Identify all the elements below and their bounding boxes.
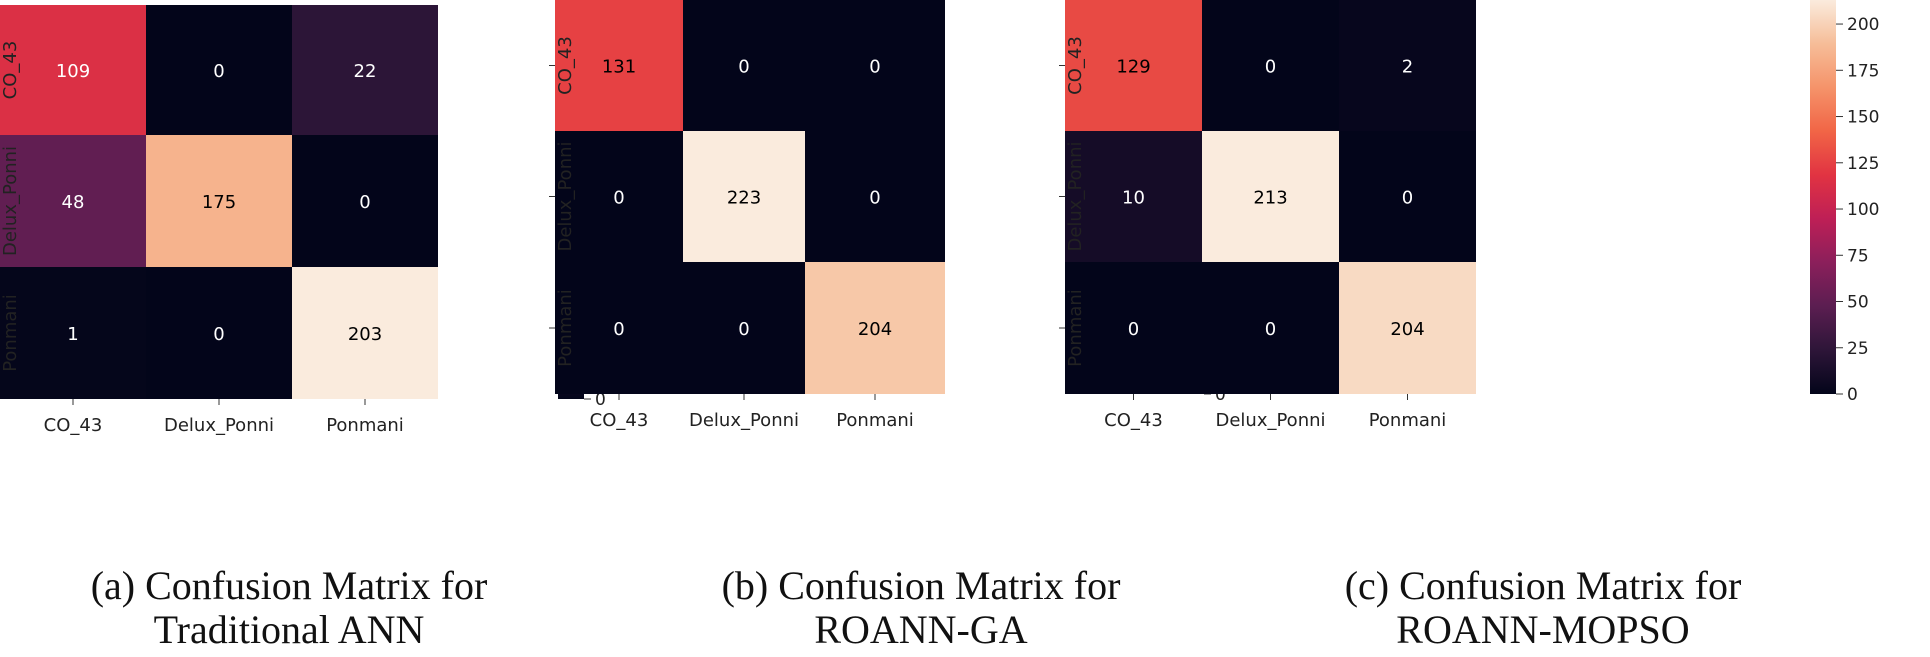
cell-a-0-0 [0, 5, 146, 135]
cell-a-1-0 [0, 135, 146, 267]
xtick-label-c-1: Delux_Ponni [1215, 410, 1325, 431]
cell-label-c-2-2: 204 [1390, 319, 1424, 340]
caption-c-line2: ROANN-MOPSO [1396, 607, 1690, 652]
cell-b-1-0 [555, 131, 683, 262]
cell-c-1-2 [1339, 131, 1476, 262]
cell-label-b-0-1: 0 [738, 57, 749, 78]
cell-a-2-1 [146, 267, 292, 399]
cell-c-0-2 [1339, 0, 1476, 131]
cell-label-a-0-2: 22 [354, 61, 377, 82]
cell-label-a-2-1: 0 [213, 324, 224, 345]
cell-label-b-1-2: 0 [869, 188, 880, 209]
colorbar-label-b-0: 0 [1215, 385, 1226, 405]
xtick-label-a-0: CO_43 [44, 415, 103, 436]
ytick-label-c-2: Ponmani [1065, 289, 1086, 367]
colorbar-label-c-7: 175 [1847, 61, 1879, 81]
colorbar-label-c-4: 100 [1847, 200, 1879, 220]
cell-label-a-1-0: 48 [62, 192, 85, 213]
cell-c-1-0 [1065, 131, 1202, 262]
cell-label-a-1-2: 0 [359, 192, 370, 213]
xtick-label-a-2: Ponmani [326, 415, 404, 436]
caption-b-line2: ROANN-GA [814, 607, 1028, 652]
cell-b-2-1 [683, 262, 805, 394]
caption-a-line2: Traditional ANN [153, 607, 425, 652]
caption-b-line1: (b) Confusion Matrix for [721, 563, 1121, 608]
xtick-label-b-2: Ponmani [836, 410, 914, 431]
colorbar-label-c-5: 125 [1847, 154, 1879, 174]
colorbar-c [1810, 0, 1836, 394]
cell-label-b-0-0: 131 [602, 57, 636, 78]
cell-b-0-1 [683, 0, 805, 131]
cell-b-0-2 [805, 0, 945, 131]
heatmap-c: 129 0 2 10 213 0 0 0 204 CO_43 Delux_Ponni Ponmani C… [1059, 0, 1879, 431]
cell-label-a-0-1: 0 [213, 61, 224, 82]
colorbar-label-c-1: 25 [1847, 339, 1869, 359]
cell-b-1-2 [805, 131, 945, 262]
cell-label-c-2-1: 0 [1265, 319, 1276, 340]
cell-c-1-1 [1202, 131, 1339, 262]
ytick-label-b-0: CO_43 [555, 36, 576, 95]
cell-label-b-1-0: 0 [613, 188, 624, 209]
cell-label-a-2-2: 203 [348, 324, 382, 345]
cell-b-2-2 [805, 262, 945, 394]
xtick-label-a-1: Delux_Ponni [164, 415, 274, 436]
caption-b: (b) Confusion Matrix for ROANN-GA [621, 564, 1221, 652]
cell-a-0-1 [146, 5, 292, 135]
colorbar-label-c-6: 150 [1847, 108, 1879, 128]
cell-label-c-1-0: 10 [1122, 188, 1145, 209]
cell-c-0-1 [1202, 0, 1339, 131]
ytick-label-b-2: Ponmani [555, 289, 576, 367]
ytick-label-a-0: CO_43 [0, 41, 21, 100]
cell-label-a-1-1: 175 [202, 192, 236, 213]
cell-label-c-2-0: 0 [1128, 319, 1139, 340]
caption-c-line1: (c) Confusion Matrix for [1344, 563, 1742, 608]
cell-label-c-0-1: 0 [1265, 57, 1276, 78]
xtick-label-b-0: CO_43 [590, 410, 649, 431]
xtick-label-c-0: CO_43 [1104, 410, 1163, 431]
colorbar-label-c-0: 0 [1847, 385, 1858, 405]
cell-label-b-2-1: 0 [738, 319, 749, 340]
heatmap-a: 109 0 22 48 175 0 1 0 203 CO_43 Delux_Ponni Ponmani… [0, 2, 627, 436]
ytick-label-a-2: Ponmani [0, 294, 21, 372]
caption-c: (c) Confusion Matrix for ROANN-MOPSO [1243, 564, 1843, 652]
cell-label-b-1-1: 223 [727, 188, 761, 209]
ytick-label-c-1: Delux_Ponni [1065, 141, 1086, 251]
cell-b-0-0 [555, 0, 683, 131]
colorbar-label-c-2: 50 [1847, 293, 1869, 313]
ytick-label-c-0: CO_43 [1065, 36, 1086, 95]
cell-label-b-2-2: 204 [858, 319, 892, 340]
cell-label-b-2-0: 0 [613, 319, 624, 340]
cell-label-b-0-2: 0 [869, 57, 880, 78]
cell-label-c-0-0: 129 [1116, 57, 1150, 78]
cell-label-c-1-1: 213 [1253, 188, 1287, 209]
cell-a-1-1 [146, 135, 292, 267]
cell-label-c-0-2: 2 [1402, 57, 1413, 78]
xtick-label-c-2: Ponmani [1369, 410, 1447, 431]
caption-a: (a) Confusion Matrix for Traditional ANN [0, 564, 589, 652]
ytick-label-a-1: Delux_Ponni [0, 146, 21, 256]
cell-a-2-0 [0, 267, 146, 399]
cell-c-2-0 [1065, 262, 1202, 394]
cell-a-0-2 [292, 5, 438, 135]
cell-label-c-1-2: 0 [1402, 188, 1413, 209]
cell-c-2-2 [1339, 262, 1476, 394]
cell-c-2-1 [1202, 262, 1339, 394]
cell-label-a-0-0: 109 [56, 61, 90, 82]
xtick-label-b-1: Delux_Ponni [689, 410, 799, 431]
cell-b-1-1 [683, 131, 805, 262]
ytick-label-b-1: Delux_Ponni [555, 141, 576, 251]
cell-c-0-0 [1065, 0, 1202, 131]
cell-b-2-0 [555, 262, 683, 394]
colorbar-label-c-8: 200 [1847, 15, 1879, 35]
caption-a-line1: (a) Confusion Matrix for [90, 563, 488, 608]
cell-a-2-2 [292, 267, 438, 399]
cell-label-a-2-0: 1 [67, 324, 78, 345]
cell-a-1-2 [292, 135, 438, 267]
colorbar-label-a-0: 0 [595, 390, 606, 410]
colorbar-label-c-3: 75 [1847, 246, 1869, 266]
